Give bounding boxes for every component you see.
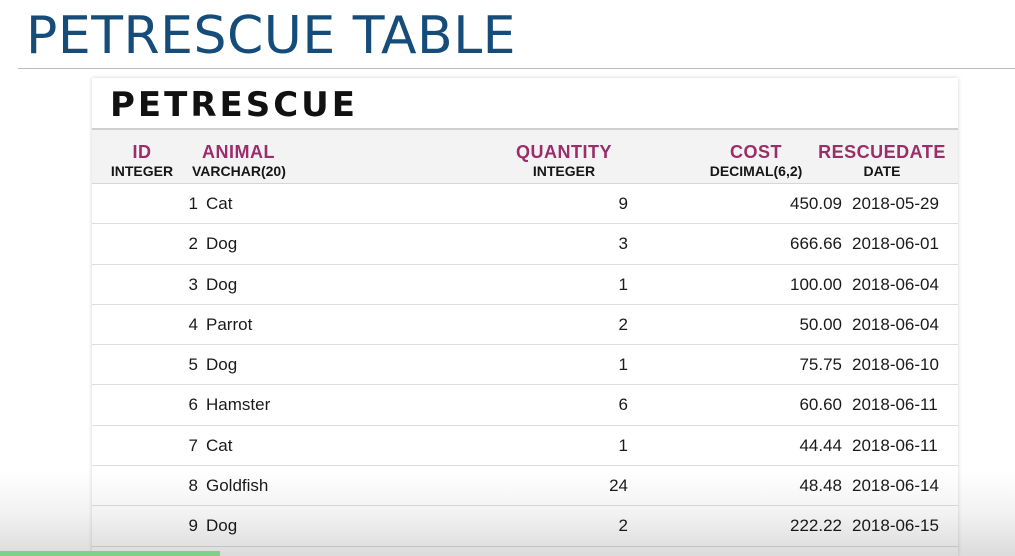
table-row: 3 Dog 1 100.00 2018-06-04 — [92, 265, 958, 305]
cell-rescuedate: 2018-06-11 — [852, 395, 938, 415]
column-type: DATE — [863, 163, 901, 179]
cell-rescuedate: 2018-06-15 — [852, 516, 939, 536]
cell-rescuedate: 2018-06-04 — [852, 314, 939, 334]
cell-id: 7 — [188, 435, 198, 455]
column-header-cost: COST DECIMAL(6,2) — [696, 142, 816, 180]
column-name: QUANTITY — [516, 142, 612, 162]
column-name: ANIMAL — [202, 142, 275, 162]
table-row: 5 Dog 1 75.75 2018-06-10 — [92, 345, 958, 386]
table-name: PETRESCUE — [110, 85, 359, 125]
cell-cost: 100.00 — [790, 274, 842, 294]
table-header: ID INTEGER ANIMAL VARCHAR(20) QUANTITY I… — [92, 128, 958, 184]
cell-cost: 48.48 — [799, 476, 842, 496]
cell-id: 1 — [188, 194, 198, 213]
column-name: ID — [132, 142, 152, 162]
column-header-animal: ANIMAL VARCHAR(20) — [192, 142, 310, 180]
table-row: 6 Hamster 6 60.60 2018-06-11 — [92, 385, 958, 426]
cell-rescuedate: 2018-06-14 — [852, 476, 939, 496]
column-type: INTEGER — [110, 163, 174, 179]
cell-animal: Dog — [206, 516, 238, 536]
cell-cost: 44.44 — [799, 435, 842, 455]
cell-rescuedate: 2018-05-29 — [852, 194, 939, 213]
cell-quantity: 2 — [618, 314, 628, 334]
cell-quantity: 24 — [609, 476, 628, 496]
column-type: DECIMAL(6,2) — [709, 163, 803, 179]
column-header-id: ID INTEGER — [106, 142, 178, 180]
cell-id: 6 — [188, 395, 198, 415]
cell-quantity: 1 — [618, 274, 628, 294]
cell-cost: 222.22 — [790, 516, 842, 536]
cell-animal: Cat — [206, 435, 233, 455]
cell-animal: Hamster — [206, 395, 271, 415]
cell-quantity: 6 — [618, 395, 628, 415]
cell-quantity: 3 — [618, 234, 628, 254]
cell-quantity: 2 — [618, 516, 628, 536]
cell-id: 8 — [188, 476, 198, 496]
table-row: 2 Dog 3 666.66 2018-06-01 — [92, 224, 958, 265]
table-row: 7 Cat 1 44.44 2018-06-11 — [92, 426, 958, 467]
cell-id: 2 — [188, 234, 198, 254]
cell-animal: Goldfish — [206, 476, 269, 496]
cell-id: 5 — [188, 355, 198, 375]
slide-title: PETRESCUE TABLE — [26, 6, 517, 66]
cell-animal: Dog — [206, 274, 238, 294]
column-name: RESCUEDATE — [818, 142, 946, 162]
cell-cost: 450.09 — [790, 194, 842, 213]
cell-id: 4 — [188, 314, 198, 334]
cell-animal: Cat — [206, 194, 233, 213]
cell-rescuedate: 2018-06-10 — [852, 355, 939, 375]
column-header-quantity: QUANTITY INTEGER — [504, 142, 624, 180]
cell-cost: 666.66 — [790, 234, 842, 254]
table-row: 1 Cat 9 450.09 2018-05-29 — [92, 184, 958, 225]
cell-cost: 60.60 — [799, 395, 842, 415]
cell-quantity: 9 — [618, 194, 628, 213]
table-row: 8 Goldfish 24 48.48 2018-06-14 — [92, 466, 958, 507]
column-type: INTEGER — [532, 163, 596, 179]
title-divider — [18, 68, 1015, 69]
cell-rescuedate: 2018-06-04 — [852, 274, 939, 294]
table-row: 4 Parrot 2 50.00 2018-06-04 — [92, 305, 958, 346]
cell-rescuedate: 2018-06-11 — [852, 435, 938, 455]
cell-id: 3 — [188, 274, 198, 294]
column-name: COST — [729, 142, 782, 162]
cell-cost: 50.00 — [799, 314, 842, 334]
cell-quantity: 1 — [618, 355, 628, 375]
cell-animal: Dog — [206, 234, 238, 254]
column-header-rescuedate: RESCUEDATE DATE — [810, 142, 954, 180]
cell-animal: Parrot — [206, 314, 253, 334]
cell-id: 9 — [188, 516, 198, 536]
cell-animal: Dog — [206, 355, 238, 375]
table-row: 9 Dog 2 222.22 2018-06-15 — [92, 506, 958, 547]
table-panel: PETRESCUE ID INTEGER ANIMAL VARCHAR(20) … — [92, 78, 958, 556]
progress-bar — [0, 551, 220, 556]
cell-cost: 75.75 — [799, 355, 842, 375]
cell-quantity: 1 — [618, 435, 628, 455]
table-body: 1 Cat 9 450.09 2018-05-29 2 Dog 3 666.66… — [92, 184, 958, 547]
column-type: VARCHAR(20) — [192, 163, 286, 179]
cell-rescuedate: 2018-06-01 — [852, 234, 939, 254]
